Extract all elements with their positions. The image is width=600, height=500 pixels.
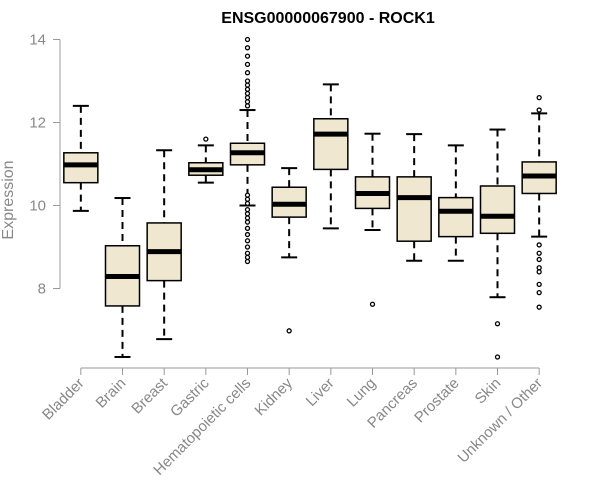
x-tick-label: Breast bbox=[128, 374, 171, 417]
outlier-point bbox=[244, 244, 251, 250]
outlier-point bbox=[536, 265, 542, 271]
outlier-point bbox=[244, 196, 251, 202]
outlier-point bbox=[244, 225, 251, 231]
y-tick-label: 12 bbox=[29, 115, 46, 132]
box-group bbox=[313, 83, 349, 230]
outlier-point bbox=[369, 301, 376, 307]
outlier-point bbox=[244, 200, 251, 207]
outlier-point bbox=[536, 281, 542, 288]
box-group bbox=[271, 167, 307, 334]
outlier-point bbox=[244, 258, 251, 265]
outlier-point bbox=[494, 321, 501, 327]
outlier-point bbox=[244, 231, 251, 238]
outlier-point bbox=[244, 61, 251, 68]
y-axis-label: Expression bbox=[0, 160, 17, 239]
x-tick-label: Lung bbox=[344, 375, 380, 411]
outlier-point bbox=[244, 250, 251, 256]
outlier-point bbox=[536, 242, 542, 248]
box-group bbox=[188, 136, 224, 184]
outlier-point bbox=[244, 86, 251, 92]
outlier-point bbox=[244, 82, 251, 88]
outlier-point bbox=[494, 354, 501, 360]
box bbox=[479, 185, 516, 235]
outlier-point bbox=[244, 94, 251, 101]
x-tick-label: Kidney bbox=[252, 374, 297, 419]
box-group bbox=[479, 128, 516, 360]
x-tick-label: Bladder bbox=[39, 375, 88, 424]
outlier-point bbox=[244, 206, 251, 213]
outlier-point bbox=[244, 99, 251, 105]
outlier-point bbox=[244, 254, 251, 261]
outlier-point bbox=[244, 211, 251, 217]
outlier-point bbox=[244, 53, 251, 59]
box-group bbox=[229, 36, 266, 265]
box-group bbox=[521, 94, 557, 310]
outlier-point bbox=[244, 45, 251, 51]
x-tick-label: Prostate bbox=[411, 375, 463, 427]
outlier-point bbox=[286, 328, 292, 334]
outlier-point bbox=[244, 103, 251, 109]
y-tick-label: 8 bbox=[38, 281, 46, 298]
outlier-point bbox=[244, 90, 251, 97]
box-group bbox=[354, 132, 391, 307]
box bbox=[396, 176, 432, 242]
boxes bbox=[63, 36, 557, 360]
outlier-point bbox=[536, 94, 542, 101]
y-tick-label: 10 bbox=[29, 198, 46, 215]
outlier-point bbox=[244, 215, 251, 221]
outlier-point bbox=[536, 289, 542, 296]
box-group bbox=[146, 149, 182, 341]
chart-title: ENSG00000067900 - ROCK1 bbox=[221, 10, 435, 27]
box-group bbox=[396, 133, 432, 262]
x-tick-label: Brain bbox=[93, 375, 130, 412]
y-tick-label: 14 bbox=[29, 32, 46, 49]
x-tick-label: Skin bbox=[472, 375, 505, 408]
outlier-point bbox=[536, 107, 542, 113]
box bbox=[438, 196, 474, 238]
outlier-point bbox=[244, 192, 251, 198]
outlier-point bbox=[203, 136, 209, 142]
outlier-point bbox=[536, 269, 542, 275]
box-group bbox=[63, 104, 99, 212]
outlier-point bbox=[536, 304, 542, 310]
y-axis: 8 10 12 14 bbox=[29, 32, 61, 298]
box-group bbox=[104, 197, 141, 358]
box bbox=[313, 118, 349, 171]
box-group bbox=[438, 144, 474, 262]
box bbox=[63, 152, 99, 184]
x-tick-label: Liver bbox=[303, 375, 338, 410]
outlier-point bbox=[536, 250, 542, 256]
outlier-point bbox=[244, 238, 251, 244]
outlier-point bbox=[244, 78, 251, 84]
outlier-point bbox=[536, 256, 542, 263]
outlier-point bbox=[244, 36, 251, 43]
outlier-point bbox=[244, 70, 251, 76]
outlier-point bbox=[244, 219, 251, 225]
